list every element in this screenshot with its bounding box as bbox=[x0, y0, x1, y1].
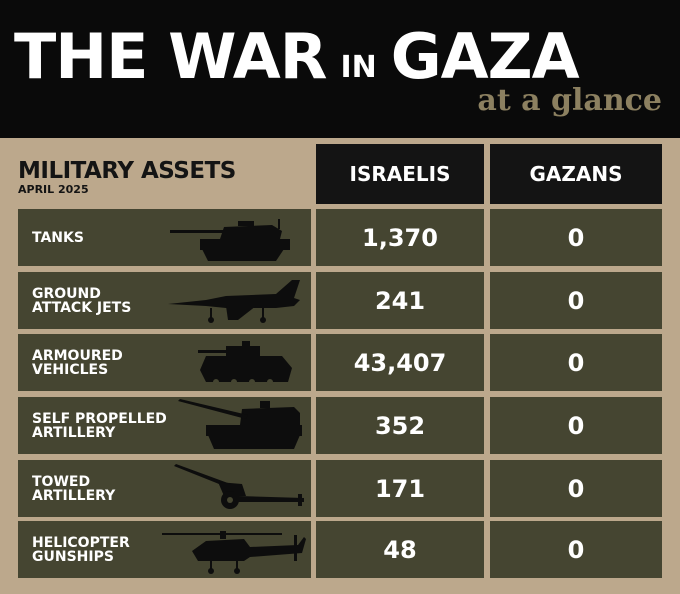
page-subtitle: at a glance bbox=[477, 83, 662, 118]
row-name-cell: TANKS bbox=[18, 209, 311, 266]
israelis-value-cell: 48 bbox=[316, 521, 484, 578]
gazans-value-cell: 0 bbox=[490, 209, 662, 266]
title-part-3: GAZA bbox=[390, 20, 580, 93]
israelis-value: 48 bbox=[383, 535, 417, 564]
table-row: TANKS 1,370 0 bbox=[18, 209, 662, 266]
table-row: TOWED ARTILLERY 171 0 bbox=[18, 460, 662, 517]
gazans-value: 0 bbox=[567, 223, 585, 252]
gazans-value-cell: 0 bbox=[490, 521, 662, 578]
header-banner: THE WAR IN GAZA at a glance bbox=[0, 0, 680, 138]
table-row: SELF PROPELLED ARTILLERY 352 0 bbox=[18, 397, 662, 454]
gazans-value: 0 bbox=[567, 535, 585, 564]
column-header-gazans: GAZANS bbox=[490, 144, 662, 204]
gazans-value-cell: 0 bbox=[490, 334, 662, 391]
row-label: ARMOURED VEHICLES bbox=[32, 347, 123, 378]
row-name-cell: ARMOURED VEHICLES bbox=[18, 334, 311, 391]
row-label: TANKS bbox=[32, 229, 84, 246]
gazans-value-cell: 0 bbox=[490, 272, 662, 329]
israelis-value: 43,407 bbox=[353, 348, 447, 377]
row-name-cell: SELF PROPELLED ARTILLERY bbox=[18, 397, 311, 454]
row-label: HELICOPTER GUNSHIPS bbox=[32, 534, 130, 565]
column-header-israelis: ISRAELIS bbox=[316, 144, 484, 204]
towed-artillery-icon bbox=[174, 464, 304, 509]
gazans-value: 0 bbox=[567, 474, 585, 503]
israelis-value: 171 bbox=[374, 474, 426, 503]
table-row: HELICOPTER GUNSHIPS 48 0 bbox=[18, 521, 662, 578]
israelis-value-cell: 352 bbox=[316, 397, 484, 454]
israelis-value-cell: 241 bbox=[316, 272, 484, 329]
gazans-value-cell: 0 bbox=[490, 397, 662, 454]
gazans-value: 0 bbox=[567, 411, 585, 440]
israelis-value: 1,370 bbox=[362, 223, 438, 252]
self-propelled-artillery-icon bbox=[178, 399, 302, 449]
gazans-value-cell: 0 bbox=[490, 460, 662, 517]
title-part-2: IN bbox=[340, 50, 377, 85]
gazans-value: 0 bbox=[567, 348, 585, 377]
helicopter-icon bbox=[162, 531, 306, 574]
row-name-cell: GROUND ATTACK JETS bbox=[18, 272, 311, 329]
row-label: GROUND ATTACK JETS bbox=[32, 285, 132, 316]
table-row: GROUND ATTACK JETS 241 0 bbox=[18, 272, 662, 329]
row-name-cell: TOWED ARTILLERY bbox=[18, 460, 311, 517]
gazans-value: 0 bbox=[567, 286, 585, 315]
page-title: THE WAR IN GAZA bbox=[14, 18, 580, 93]
row-name-cell: HELICOPTER GUNSHIPS bbox=[18, 521, 311, 578]
israelis-value-cell: 1,370 bbox=[316, 209, 484, 266]
title-part-1: THE WAR bbox=[14, 20, 327, 93]
israelis-value: 241 bbox=[374, 286, 426, 315]
section-title: MILITARY ASSETS bbox=[18, 158, 236, 184]
row-label: TOWED ARTILLERY bbox=[32, 473, 116, 504]
armoured-vehicle-icon bbox=[198, 341, 292, 385]
table-row: ARMOURED VEHICLES 43,407 0 bbox=[18, 334, 662, 391]
israelis-value-cell: 43,407 bbox=[316, 334, 484, 391]
section-date: APRIL 2025 bbox=[18, 183, 89, 196]
row-label: SELF PROPELLED ARTILLERY bbox=[32, 410, 167, 441]
tank-icon bbox=[170, 219, 290, 261]
jet-icon bbox=[168, 280, 300, 323]
israelis-value: 352 bbox=[374, 411, 426, 440]
israelis-value-cell: 171 bbox=[316, 460, 484, 517]
